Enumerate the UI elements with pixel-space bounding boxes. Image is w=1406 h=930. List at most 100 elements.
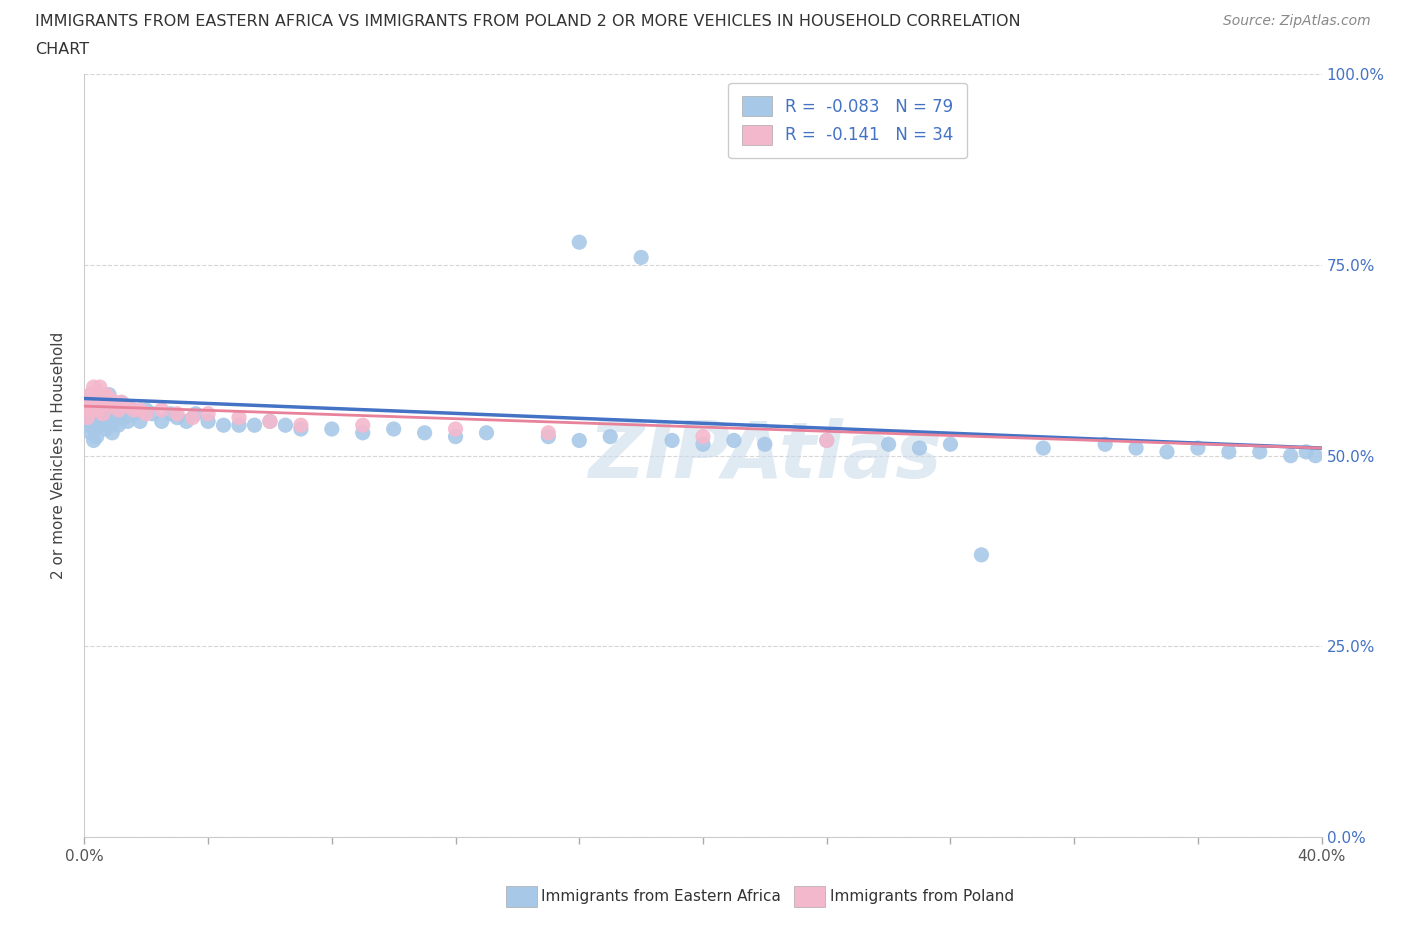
Point [86, 387, 108, 402]
Point [1125, 441, 1147, 456]
Point [723, 433, 745, 448]
Point [1279, 448, 1302, 463]
Point [79, 387, 101, 402]
Point [89, 379, 111, 394]
Point [101, 406, 124, 421]
Point [908, 441, 931, 456]
Point [79, 387, 101, 402]
Point [970, 548, 993, 563]
Point [290, 418, 312, 432]
Point [1249, 445, 1271, 459]
Point [321, 421, 343, 436]
Point [568, 433, 591, 448]
Point [1094, 437, 1116, 452]
Point [1032, 441, 1054, 456]
Point [1187, 441, 1209, 456]
Point [83, 392, 105, 406]
Point [197, 406, 219, 421]
Text: ZIPAtlas: ZIPAtlas [588, 418, 942, 494]
Point [444, 421, 467, 436]
Text: Immigrants from Poland: Immigrants from Poland [830, 889, 1014, 904]
Point [110, 395, 132, 410]
Point [83, 399, 105, 414]
Point [91, 406, 114, 421]
Point [141, 406, 163, 421]
Point [101, 425, 124, 440]
Point [692, 437, 714, 452]
Point [76, 395, 98, 410]
Point [86, 430, 108, 445]
Text: CHART: CHART [35, 42, 89, 57]
Text: Source: ZipAtlas.com: Source: ZipAtlas.com [1223, 14, 1371, 28]
Point [86, 399, 108, 414]
Text: Immigrants from Eastern Africa: Immigrants from Eastern Africa [541, 889, 782, 904]
Point [79, 418, 101, 432]
Point [475, 425, 498, 440]
Point [815, 433, 838, 448]
Point [91, 414, 114, 429]
Point [83, 410, 105, 425]
Point [754, 437, 776, 452]
Point [630, 250, 652, 265]
Point [599, 430, 621, 445]
Point [76, 410, 98, 425]
Point [107, 403, 129, 418]
Point [160, 406, 183, 421]
Point [76, 395, 98, 410]
Point [89, 395, 111, 410]
Point [89, 406, 111, 421]
Point [120, 403, 142, 418]
Point [94, 406, 117, 421]
Point [101, 399, 124, 414]
Point [243, 418, 266, 432]
Point [815, 433, 838, 448]
Point [150, 414, 173, 429]
Point [79, 403, 101, 418]
Point [877, 437, 900, 452]
Point [228, 418, 250, 432]
Point [939, 437, 962, 452]
Point [444, 430, 467, 445]
Point [181, 410, 204, 425]
Text: IMMIGRANTS FROM EASTERN AFRICA VS IMMIGRANTS FROM POLAND 2 OR MORE VEHICLES IN H: IMMIGRANTS FROM EASTERN AFRICA VS IMMIGR… [35, 14, 1021, 29]
Point [692, 430, 714, 445]
Point [122, 403, 145, 418]
Point [114, 410, 136, 425]
Point [135, 403, 157, 418]
Point [150, 403, 173, 418]
Point [86, 403, 108, 418]
Point [122, 406, 145, 421]
Y-axis label: 2 or more Vehicles in Household: 2 or more Vehicles in Household [51, 332, 66, 579]
Point [98, 418, 121, 432]
Point [352, 418, 374, 432]
Point [83, 379, 105, 394]
Point [94, 421, 117, 436]
Point [79, 403, 101, 418]
Point [212, 418, 235, 432]
Point [94, 392, 117, 406]
Point [98, 392, 121, 406]
Point [135, 406, 157, 421]
Point [228, 410, 250, 425]
Legend: R =  -0.083   N = 79, R =  -0.141   N = 34: R = -0.083 N = 79, R = -0.141 N = 34 [728, 83, 967, 158]
Point [290, 421, 312, 436]
Point [76, 406, 98, 421]
Point [184, 406, 207, 421]
Point [117, 414, 139, 429]
Point [1156, 445, 1178, 459]
Point [110, 395, 132, 410]
Point [89, 387, 111, 402]
Point [568, 234, 591, 249]
Point [382, 421, 405, 436]
Point [197, 414, 219, 429]
Point [83, 433, 105, 448]
Point [1295, 445, 1317, 459]
Point [91, 403, 114, 418]
Point [661, 433, 683, 448]
Point [91, 392, 114, 406]
Point [166, 406, 188, 421]
Point [104, 399, 127, 414]
Point [129, 414, 152, 429]
Point [76, 414, 98, 429]
Point [117, 399, 139, 414]
